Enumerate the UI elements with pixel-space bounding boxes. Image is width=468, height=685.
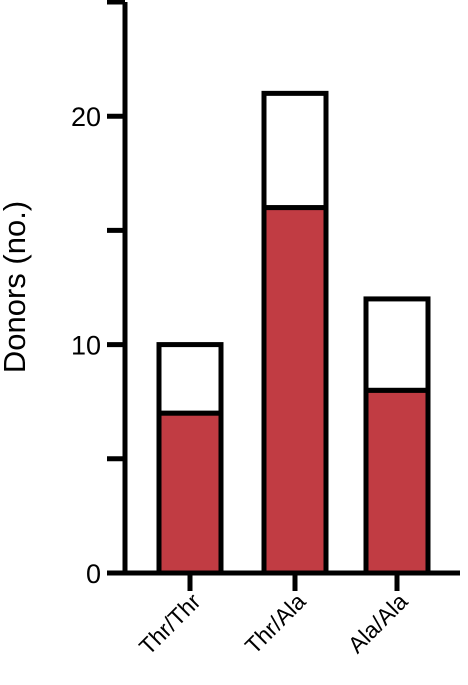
axes [107,0,460,591]
x-tick-label-thr-thr: Thr/Thr [134,588,206,660]
y-tick-label-10: 10 [71,331,101,361]
bar-thr-thr-segment-1 [156,342,224,416]
bar-thr-ala-segment-0 [261,205,329,576]
bar-thr-ala-segment-1 [261,90,329,211]
bar-ala-ala-segment-1 [363,296,431,393]
y-tick-label-20: 20 [71,102,101,132]
bar-thr-thr-segment-0 [156,410,224,576]
y-tick-label-0: 0 [86,559,101,589]
labels: 0 10 20 Thr/Thr Thr/Ala Ala/Ala [71,102,413,660]
bar-ala-ala-segment-0 [363,387,431,576]
x-tick-label-thr-ala: Thr/Ala [240,588,311,659]
y-axis-title: Donors (no.) [0,201,32,373]
bars [156,90,431,576]
x-tick-label-ala-ala: Ala/Ala [343,588,413,658]
